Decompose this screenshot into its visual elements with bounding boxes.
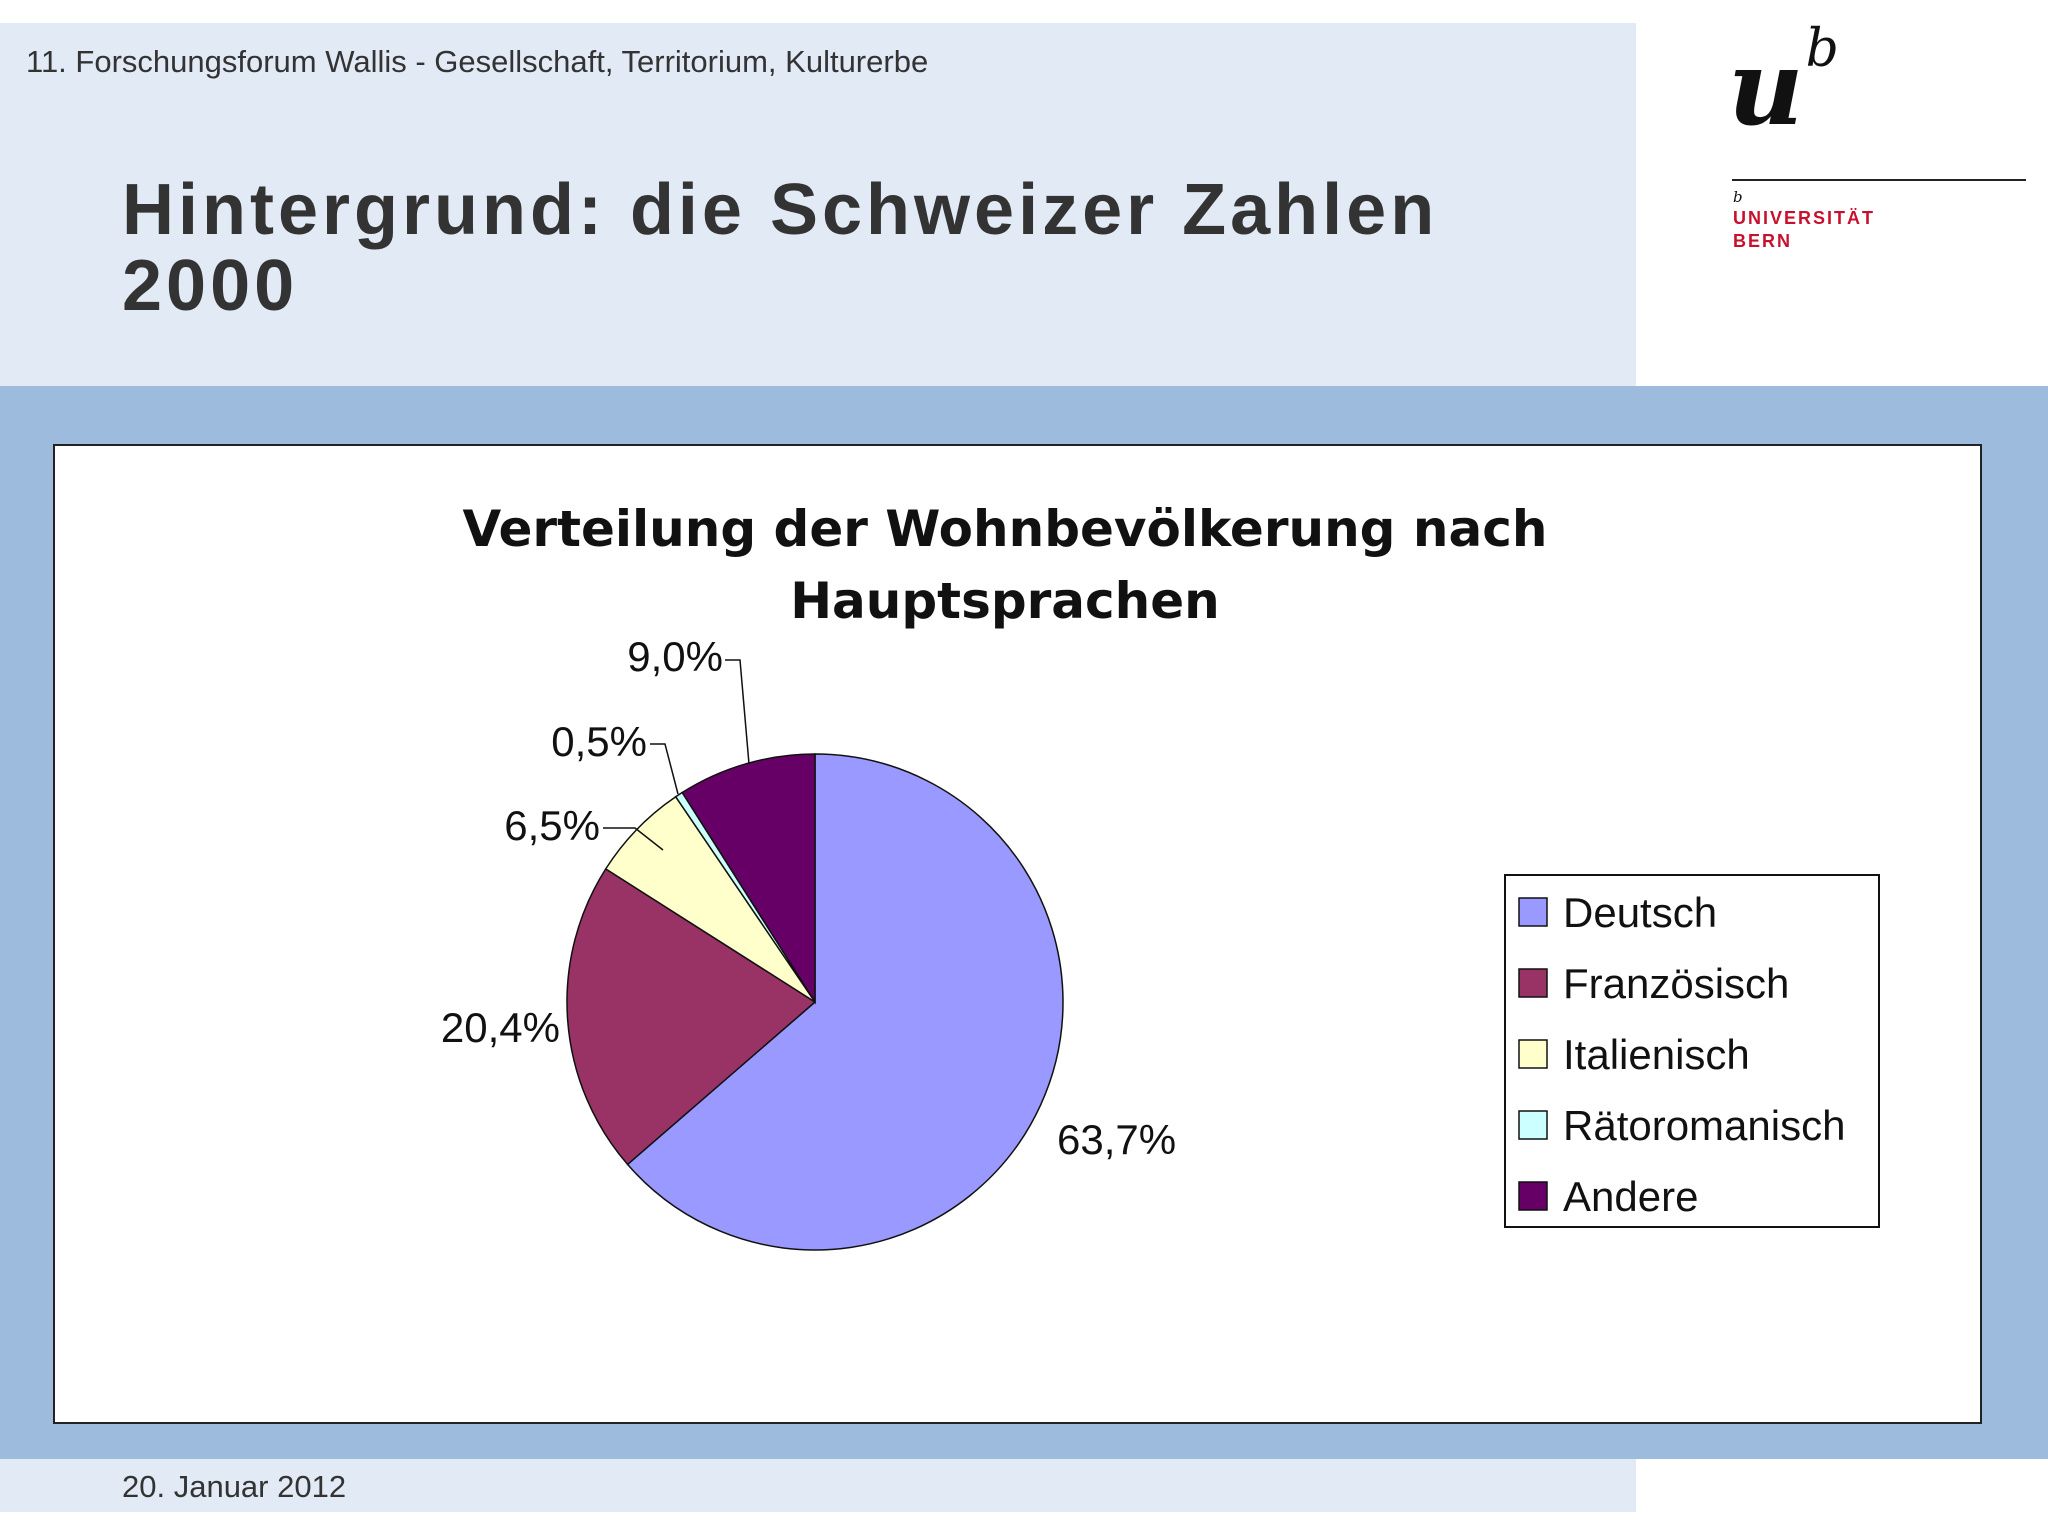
- pie-slice-franzosisch: [566, 867, 817, 1166]
- pie-slices: [566, 753, 1064, 1251]
- logo-letter-b: b: [1805, 19, 1839, 80]
- leader-line-italienisch: [603, 827, 664, 851]
- pie-data-labels: 63,7% 20,4% 6,5% 0,5% 9,0%: [441, 633, 1176, 1163]
- legend-swatch-andere: [1518, 1181, 1548, 1211]
- logo-letter-u: u: [1728, 26, 1804, 149]
- leader-line-ratoromanisch: [650, 743, 679, 795]
- legend-swatch-deutsch: [1518, 897, 1548, 927]
- logo-mark: ub: [1728, 23, 1839, 140]
- data-label-franzosisch: 20,4%: [441, 1004, 560, 1051]
- conference-title: 11. Forschungsforum Wallis - Gesellschaf…: [26, 44, 929, 79]
- legend-label-ratoromanisch: Rätoromanisch: [1563, 1102, 1845, 1149]
- page-title: Hintergrund: die Schweizer Zahlen 2000: [122, 172, 1602, 324]
- logo-city: BERN: [1733, 231, 1793, 251]
- data-label-italienisch: 6,5%: [504, 802, 600, 849]
- footer-band: [0, 1459, 1636, 1512]
- pie-leader-lines: [603, 659, 750, 851]
- legend-frame: [1504, 874, 1880, 1228]
- data-label-andere: 9,0%: [627, 633, 723, 680]
- pie-chart: Verteilung der Wohnbevölkerung nach Haup…: [441, 500, 1880, 1251]
- logo-wordmark: UNIVERSITÄT BERN: [1733, 207, 1875, 253]
- chart-title-line-1: Verteilung der Wohnbevölkerung nach: [463, 500, 1548, 558]
- data-label-ratoromanisch: 0,5%: [551, 718, 647, 765]
- chart-legend: Deutsch Französisch Italienisch Rätoromanis…: [1504, 874, 1880, 1228]
- logo-small-b: b: [1733, 188, 1743, 206]
- legend-label-franzosisch: Französisch: [1563, 960, 1789, 1007]
- header-band: [0, 23, 1636, 386]
- legend-swatch-franzosisch: [1518, 968, 1548, 998]
- pie-slice-deutsch: [626, 753, 1064, 1251]
- page-title-line-1: Hintergrund: die Schweizer Zahlen: [122, 170, 1439, 250]
- logo-rule: [1732, 179, 2026, 181]
- chart-title-line-2: Hauptsprachen: [790, 572, 1220, 630]
- legend-swatch-italienisch: [1518, 1039, 1548, 1069]
- page-title-line-2: 2000: [122, 246, 299, 326]
- footer-date: 20. Januar 2012: [122, 1469, 347, 1504]
- legend-label-deutsch: Deutsch: [1563, 889, 1717, 936]
- legend-swatch-ratoromanisch: [1518, 1110, 1548, 1140]
- pie-slice-andere: [681, 753, 816, 1005]
- data-label-deutsch: 63,7%: [1057, 1116, 1176, 1163]
- legend-label-andere: Andere: [1563, 1173, 1698, 1220]
- legend-label-italienisch: Italienisch: [1563, 1031, 1750, 1078]
- chart-area: Verteilung der Wohnbevölkerung nach Haup…: [53, 444, 1982, 1424]
- leader-line-andere: [725, 659, 750, 765]
- logo-university: UNIVERSITÄT: [1733, 208, 1876, 228]
